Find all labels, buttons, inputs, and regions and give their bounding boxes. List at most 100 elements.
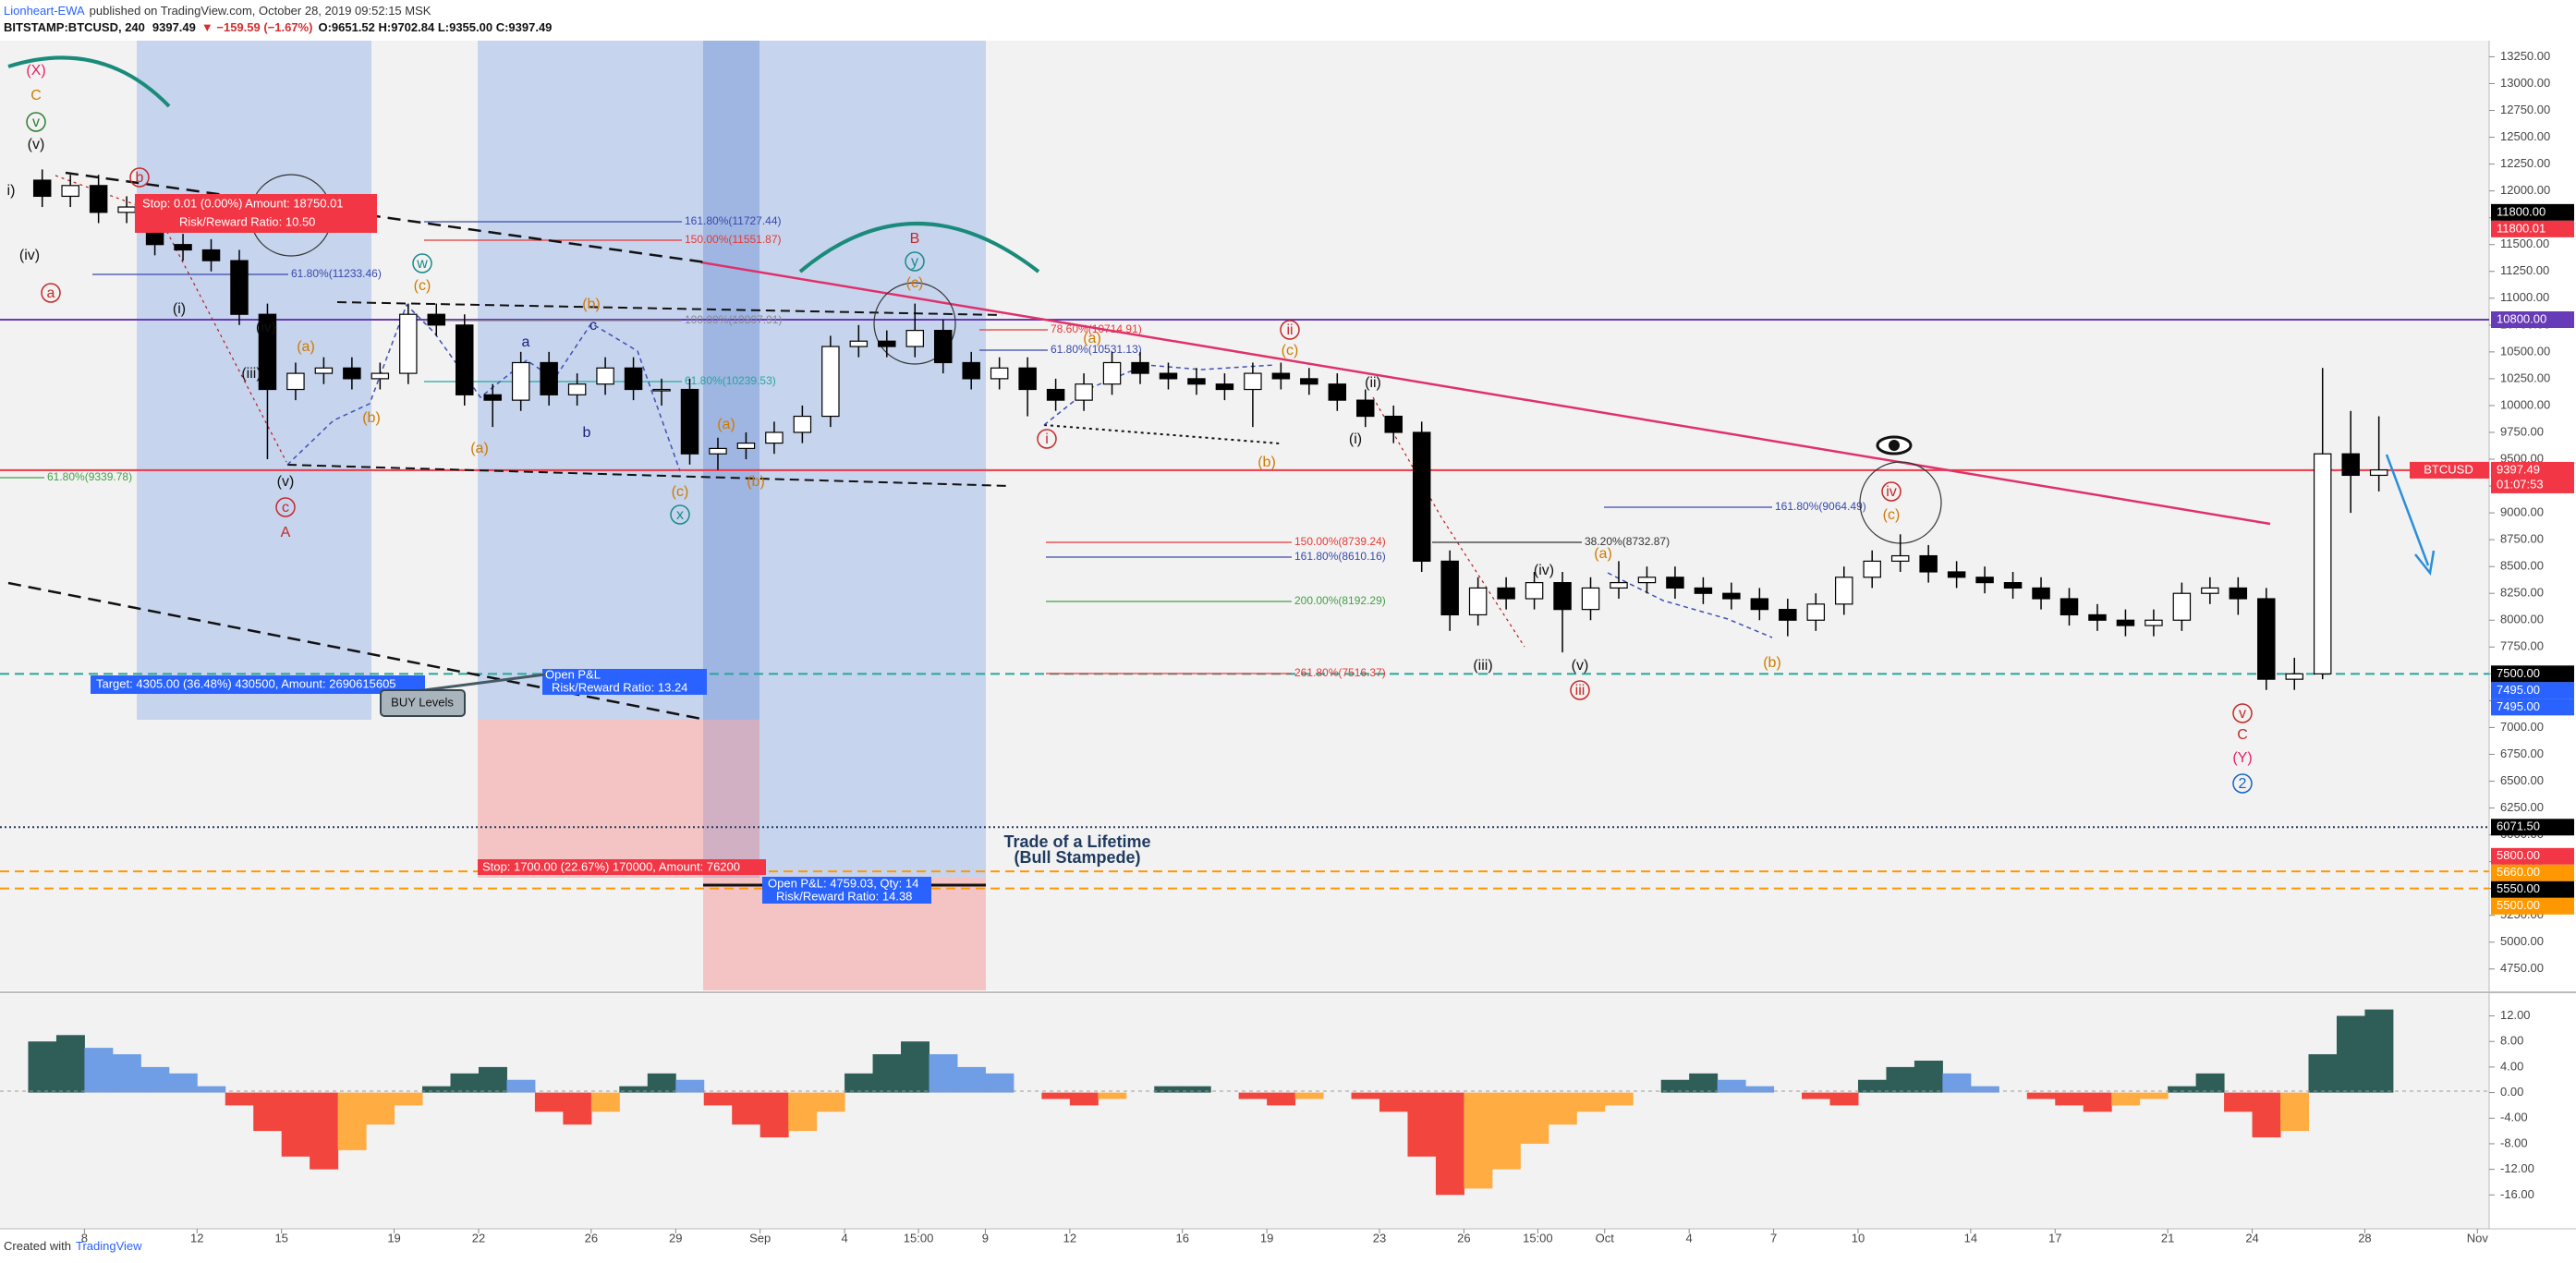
osc-bar (1857, 1079, 1887, 1093)
wave-label: 2 (2239, 776, 2247, 792)
y-tick-label: 10250.00 (2500, 370, 2550, 384)
y-tick-label: 12750.00 (2500, 103, 2550, 116)
author[interactable]: Lionheart-EWA (4, 4, 85, 18)
wave-circle (670, 504, 690, 525)
candle-body (201, 249, 221, 261)
y-tick-label: 6250.00 (2500, 800, 2544, 814)
osc-bar (2336, 1015, 2365, 1093)
osc-bar (2280, 1092, 2309, 1132)
y-tick-label: 9000.00 (2500, 505, 2544, 519)
osc-bar (2139, 1092, 2169, 1099)
candle-body (1159, 372, 1178, 380)
trade-boxes: Stop: 0.01 (0.00%) Amount: 18750.01 Risk… (91, 194, 1151, 904)
brand[interactable]: TradingView (76, 1239, 142, 1253)
box-text: Risk/Reward Ratio: 14.38 (776, 889, 912, 903)
price-marker (2491, 665, 2574, 683)
osc-bar (1069, 1092, 1099, 1106)
box-text: Risk/Reward Ratio: 13.24 (552, 680, 687, 694)
wave-label: (iii) (1473, 658, 1492, 674)
created: Created with (4, 1239, 71, 1253)
wave-circle (2232, 773, 2253, 794)
wave-circle (2232, 703, 2253, 723)
candle-body (1553, 581, 1572, 611)
osc-bar (590, 1092, 620, 1112)
candle-body (456, 324, 474, 395)
osc-bar (703, 1092, 733, 1106)
price-marker-label: 11800.01 (2497, 221, 2546, 235)
change: ▼ −159.59 (−1.67%) (201, 20, 313, 34)
osc-bar (394, 1092, 423, 1106)
osc-bar (2111, 1092, 2141, 1106)
candle-body (1244, 372, 1262, 391)
price-marker-label: 5500.00 (2497, 898, 2540, 912)
y-tick-label: 8250.00 (2500, 586, 2544, 600)
pl-box (762, 877, 931, 904)
x-tick-label: 29 (669, 1231, 682, 1245)
wave-label: b (583, 425, 591, 441)
header-line: Lionheart-EWA published on TradingView.co… (4, 4, 431, 18)
wave-circle (1570, 680, 1590, 700)
box-text: Target: 4305.00 (36.48%) 430500, Amount:… (96, 676, 396, 690)
osc-bar (310, 1092, 339, 1170)
wave-label: (c) (672, 484, 689, 500)
x-tick-label: 14 (1964, 1231, 1977, 1245)
box-text: BUY Levels (391, 695, 454, 709)
fib-label: 150.00%(8739.24) (1294, 535, 1386, 548)
candle-body (1666, 577, 1684, 589)
candle-body (174, 244, 192, 251)
zones (137, 41, 986, 990)
x-tick-label: 15:00 (904, 1231, 934, 1245)
wave-label: w (416, 256, 428, 272)
trend-line (65, 171, 707, 264)
candle-body (2369, 469, 2388, 477)
x-tick-label: 12 (190, 1231, 203, 1245)
wave-circle (275, 497, 296, 517)
wave-label: (v) (28, 137, 45, 152)
candle-body (1384, 415, 1403, 433)
candle-body (1835, 577, 1853, 605)
osc-bar (478, 1066, 507, 1093)
candle-body (709, 447, 727, 455)
y-tick-label: 9500.00 (2500, 451, 2544, 465)
trade-title: Trade of a Lifetime (1003, 832, 1150, 851)
fib-label: 100.00%(10807.91) (685, 313, 782, 326)
y-tick-label: 13250.00 (2500, 49, 2550, 63)
osc-bar (788, 1092, 818, 1132)
osc-bar (1970, 1086, 1999, 1093)
ohlc: O:9651.52 H:9702.84 L:9355.00 C:9397.49 (318, 20, 552, 34)
highlight-circle (873, 282, 956, 365)
candle-body (371, 372, 390, 380)
arc (798, 222, 1040, 273)
y-tick-label: 8000.00 (2500, 613, 2544, 626)
stop-box (478, 859, 766, 875)
trend-line (336, 301, 1003, 316)
candle-body (2003, 581, 2023, 589)
wave-path (1372, 396, 1525, 648)
candle-body (1919, 554, 1938, 573)
osc-bar (759, 1092, 789, 1138)
x-tick-label: Oct (1596, 1231, 1615, 1245)
osc-bar (1238, 1092, 1268, 1099)
candle-body (1497, 587, 1515, 600)
price-marker-label: 6071.50 (2497, 820, 2540, 833)
symbol-marker (2410, 461, 2489, 479)
x-tick-label: 21 (2161, 1231, 2174, 1245)
candle-body (258, 313, 277, 391)
symbol: BITSTAMP:BTCUSD, 240 (4, 20, 145, 34)
wave-circle (412, 253, 432, 273)
wave-circle (41, 283, 61, 303)
oscillator (28, 1009, 2394, 1196)
wave-label: (a) (717, 417, 735, 432)
osc-bar (55, 1035, 85, 1093)
candle-body (427, 313, 446, 326)
osc-bar (422, 1086, 452, 1093)
price-marker-label: 7495.00 (2497, 683, 2540, 697)
candle-body (2145, 619, 2163, 626)
wave-label: x (676, 507, 684, 523)
drawings (7, 55, 2436, 722)
osc-bar (1548, 1092, 1577, 1125)
price-marker-label: 5800.00 (2497, 848, 2540, 862)
osc-bar (1294, 1092, 1324, 1099)
osc-bar (366, 1092, 395, 1125)
osc-bar (1351, 1092, 1380, 1099)
